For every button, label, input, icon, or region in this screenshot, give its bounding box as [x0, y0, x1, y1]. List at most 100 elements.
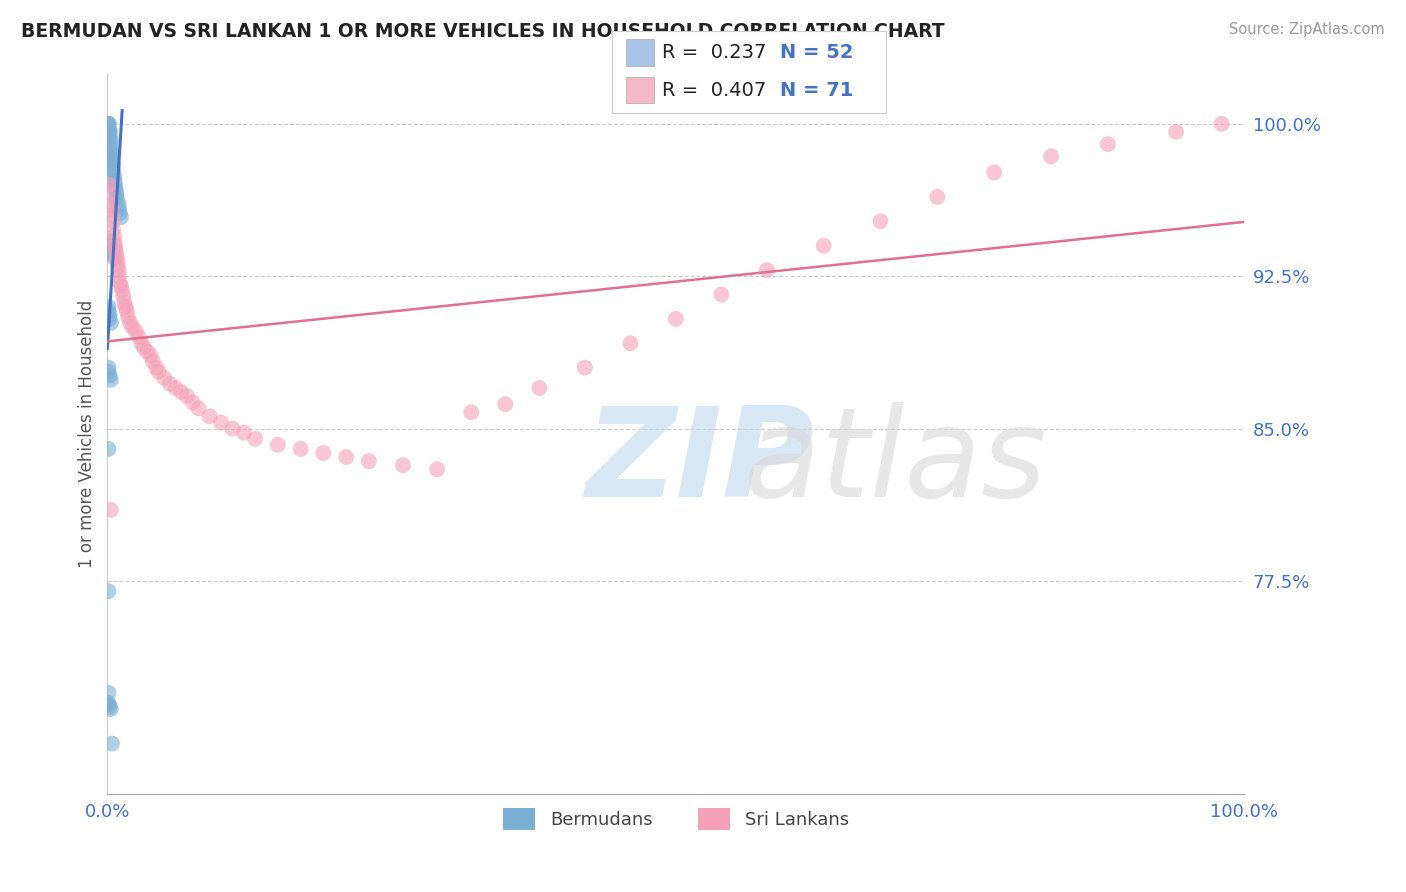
- Point: [121, 320, 143, 334]
- Text: N = 71: N = 71: [780, 80, 853, 100]
- Point: [97, 686, 120, 700]
- Point: [98, 131, 121, 145]
- Point: [869, 214, 891, 228]
- Point: [107, 269, 129, 284]
- Point: [111, 284, 134, 298]
- Point: [115, 303, 138, 318]
- Point: [100, 373, 122, 387]
- Point: [100, 503, 122, 517]
- Point: [710, 287, 733, 301]
- Point: [209, 416, 232, 430]
- Point: [112, 289, 135, 303]
- Text: N = 52: N = 52: [780, 43, 853, 62]
- Point: [103, 174, 125, 188]
- Point: [107, 194, 129, 208]
- Point: [100, 238, 122, 252]
- Point: [108, 206, 131, 220]
- Point: [460, 405, 482, 419]
- Y-axis label: 1 or more Vehicles in Household: 1 or more Vehicles in Household: [79, 300, 96, 568]
- Point: [98, 128, 121, 143]
- Point: [101, 737, 124, 751]
- Point: [104, 243, 127, 257]
- Point: [1040, 149, 1063, 163]
- Point: [98, 308, 121, 322]
- Point: [98, 178, 121, 192]
- Point: [159, 376, 181, 391]
- Point: [107, 202, 129, 216]
- Point: [128, 330, 150, 344]
- Point: [103, 251, 125, 265]
- Point: [97, 698, 120, 712]
- Point: [335, 450, 357, 464]
- Point: [142, 354, 165, 368]
- Text: R =  0.237: R = 0.237: [662, 43, 766, 62]
- Point: [98, 311, 121, 326]
- Point: [97, 584, 120, 599]
- Point: [927, 190, 949, 204]
- Point: [813, 238, 835, 252]
- Point: [97, 365, 120, 379]
- Point: [170, 384, 193, 399]
- Point: [101, 247, 124, 261]
- Point: [98, 127, 121, 141]
- Point: [290, 442, 312, 456]
- Point: [245, 432, 267, 446]
- Point: [100, 145, 122, 160]
- Point: [125, 324, 148, 338]
- Text: BERMUDAN VS SRI LANKAN 1 OR MORE VEHICLES IN HOUSEHOLD CORRELATION CHART: BERMUDAN VS SRI LANKAN 1 OR MORE VEHICLE…: [21, 22, 945, 41]
- Point: [392, 458, 415, 472]
- Point: [97, 120, 120, 135]
- Point: [198, 409, 221, 424]
- Point: [98, 125, 121, 139]
- Point: [619, 336, 641, 351]
- Point: [755, 263, 778, 277]
- Point: [232, 425, 254, 440]
- Point: [1166, 125, 1188, 139]
- Point: [100, 141, 122, 155]
- Point: [100, 198, 122, 212]
- Point: [97, 300, 120, 314]
- Point: [101, 157, 124, 171]
- Point: [148, 365, 170, 379]
- Point: [1211, 117, 1233, 131]
- Point: [101, 214, 124, 228]
- Point: [97, 442, 120, 456]
- Point: [105, 251, 128, 265]
- Point: [97, 360, 120, 375]
- Point: [100, 137, 122, 152]
- Point: [114, 300, 136, 314]
- Point: [136, 344, 159, 359]
- Point: [187, 401, 209, 416]
- Point: [107, 198, 129, 212]
- Point: [312, 446, 335, 460]
- Point: [267, 438, 290, 452]
- Point: [165, 381, 187, 395]
- Legend: Bermudans, Sri Lankans: Bermudans, Sri Lankans: [494, 799, 858, 839]
- Point: [104, 182, 127, 196]
- Point: [181, 395, 204, 409]
- Point: [153, 371, 176, 385]
- Point: [101, 151, 124, 165]
- Text: ZIP: ZIP: [585, 402, 814, 523]
- Point: [107, 255, 129, 269]
- Point: [100, 702, 122, 716]
- Point: [97, 303, 120, 318]
- Point: [97, 117, 120, 131]
- Point: [103, 169, 125, 184]
- Point: [103, 235, 125, 249]
- Point: [117, 310, 139, 324]
- Point: [131, 336, 153, 351]
- Point: [100, 188, 122, 202]
- Point: [132, 340, 155, 354]
- Point: [101, 161, 124, 176]
- Point: [98, 235, 121, 249]
- Point: [110, 211, 132, 225]
- Point: [100, 133, 122, 147]
- Point: [101, 243, 124, 257]
- Point: [105, 190, 128, 204]
- Point: [97, 696, 120, 710]
- Point: [574, 360, 596, 375]
- Point: [101, 147, 124, 161]
- Point: [107, 259, 129, 273]
- Point: [101, 208, 124, 222]
